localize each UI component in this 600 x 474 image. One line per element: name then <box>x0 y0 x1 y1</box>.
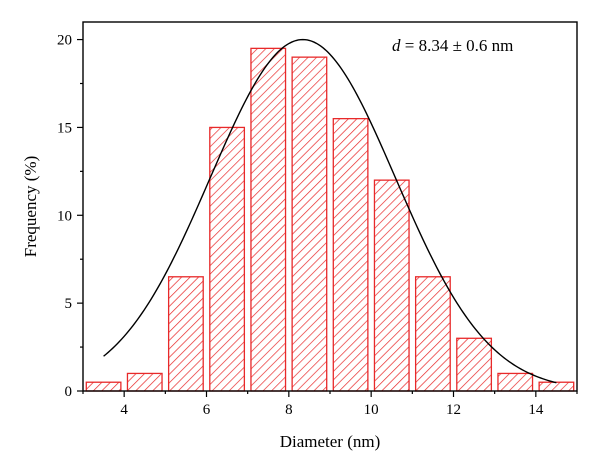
histogram-bar <box>209 126 246 392</box>
x-tick-label: 4 <box>120 402 128 418</box>
histogram-bar <box>291 56 328 392</box>
bars-layer <box>85 47 575 392</box>
x-axis-title: Diameter (nm) <box>280 432 381 451</box>
x-tick-label: 8 <box>285 402 293 418</box>
gaussian-fit-curve <box>103 38 557 384</box>
histogram-bar <box>332 117 369 392</box>
histogram-bar <box>85 381 122 392</box>
y-tick-label: 10 <box>57 208 72 224</box>
y-tick-label: 20 <box>57 33 72 49</box>
y-axis-title: Frequency (%) <box>21 156 40 258</box>
x-axis: 4 6 8 10 12 14 <box>82 391 578 418</box>
histogram-bar <box>414 276 451 392</box>
histogram-bar <box>167 276 204 392</box>
annotation-value: = 8.34 ± 0.6 nm <box>401 36 514 55</box>
x-tick-label: 12 <box>446 402 461 418</box>
annotation-variable: d <box>392 36 401 55</box>
mean-diameter-annotation: d = 8.34 ± 0.6 nm <box>392 36 513 55</box>
x-tick-label: 10 <box>364 402 379 418</box>
histogram-bar <box>373 179 410 392</box>
histogram-bar <box>126 372 163 392</box>
histogram-bar <box>497 372 534 392</box>
plot-frame <box>82 21 578 392</box>
histogram-bar <box>250 47 287 392</box>
y-tick-label: 15 <box>57 120 72 136</box>
x-tick-label: 6 <box>203 402 211 418</box>
y-axis: 0 5 10 15 20 <box>57 33 83 400</box>
y-tick-label: 5 <box>65 296 73 312</box>
histogram-bar <box>538 381 575 392</box>
y-tick-label: 0 <box>65 384 73 400</box>
x-tick-label: 14 <box>528 402 544 418</box>
histogram-bar <box>456 337 493 392</box>
